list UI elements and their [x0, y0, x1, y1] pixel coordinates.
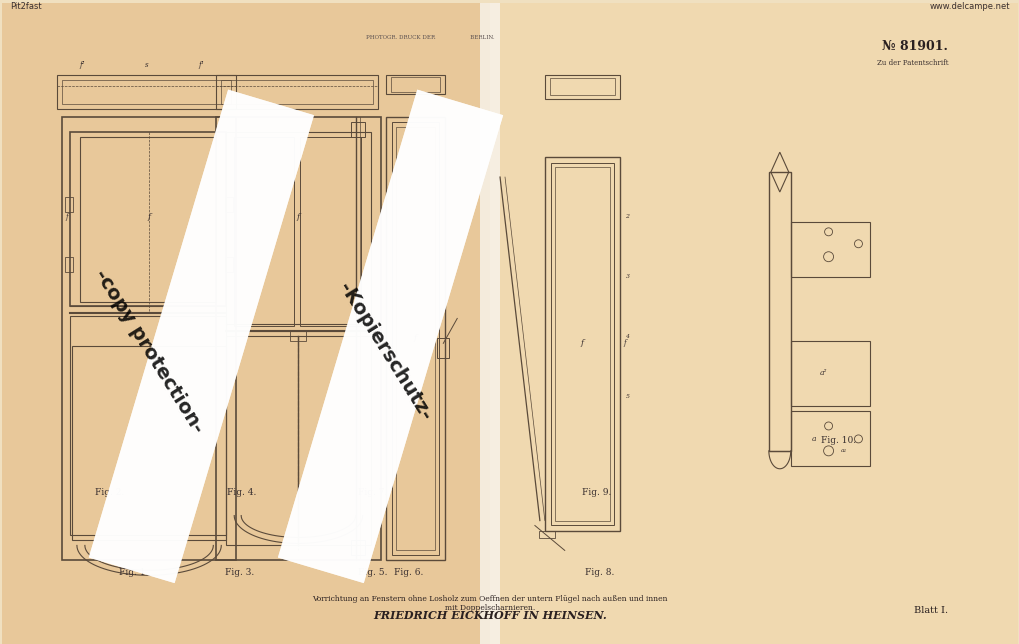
Bar [790, 341, 869, 406]
Bar [790, 222, 869, 277]
Text: www.delcampe.net: www.delcampe.net [928, 2, 1009, 11]
Text: 2: 2 [625, 214, 629, 220]
Bar [57, 75, 236, 109]
Bar [437, 338, 448, 358]
Text: Pit2fast: Pit2fast [10, 2, 42, 11]
Text: Zu der Patentschrift: Zu der Patentschrift [875, 59, 947, 66]
Bar [216, 75, 377, 109]
Polygon shape [277, 90, 502, 583]
Text: FRIEDRICH EICKHOFF IN HEINSEN.: FRIEDRICH EICKHOFF IN HEINSEN. [373, 610, 606, 621]
Bar [301, 137, 361, 327]
Text: -Kopierschutz-: -Kopierschutz- [335, 279, 435, 424]
Text: Fig. 7.: Fig. 7. [358, 488, 387, 497]
Bar [544, 157, 619, 531]
Bar [226, 336, 370, 545]
Text: 4: 4 [625, 334, 629, 339]
Bar [549, 77, 613, 95]
Bar [70, 132, 226, 307]
Text: Fig. 5.: Fig. 5. [358, 568, 387, 577]
Polygon shape [489, 3, 1017, 644]
Polygon shape [89, 90, 314, 583]
Text: 5: 5 [625, 393, 629, 399]
Text: PHOTOGR. DRUCK DER                    BERLIN.: PHOTOGR. DRUCK DER BERLIN. [366, 35, 494, 40]
Text: Fig. 2.: Fig. 2. [95, 488, 124, 497]
Text: Fig. 10.: Fig. 10. [820, 437, 855, 446]
Bar [216, 117, 380, 560]
Text: Vorrichtung an Fenstern ohne Losholz zum Oeffnen der untern Flügel nach außen un: Vorrichtung an Fenstern ohne Losholz zum… [312, 594, 667, 612]
Text: a: a [810, 435, 815, 443]
Polygon shape [2, 3, 489, 644]
Text: Fig. 1.: Fig. 1. [119, 568, 148, 577]
Polygon shape [480, 3, 499, 644]
Text: f: f [148, 213, 151, 221]
Bar [550, 163, 613, 524]
Bar [390, 77, 440, 93]
Text: f: f [580, 339, 583, 347]
Bar [538, 531, 554, 538]
Bar [395, 128, 435, 551]
Bar [351, 540, 364, 555]
Bar [62, 79, 231, 104]
Bar [385, 75, 445, 95]
Bar [70, 316, 226, 535]
Bar [225, 257, 233, 272]
Text: № 81901.: № 81901. [881, 40, 947, 53]
Bar [768, 172, 790, 451]
Bar [554, 167, 609, 520]
Text: f: f [623, 339, 626, 347]
Text: Fig. 6.: Fig. 6. [393, 568, 423, 577]
Text: -copy protection-: -copy protection- [92, 266, 208, 437]
Text: f: f [65, 213, 68, 221]
Text: Fig. 4.: Fig. 4. [226, 488, 256, 497]
Bar [290, 332, 306, 341]
Polygon shape [277, 90, 502, 583]
Bar [385, 117, 445, 560]
Text: f²: f² [79, 61, 85, 68]
Bar [65, 257, 73, 272]
Text: Fig. 9.: Fig. 9. [582, 488, 610, 497]
Text: a²: a² [819, 369, 826, 377]
Text: Fig. 3.: Fig. 3. [224, 568, 254, 577]
Bar [62, 117, 236, 560]
Bar [225, 197, 233, 212]
Text: f: f [297, 213, 300, 221]
Text: Blatt I.: Blatt I. [913, 605, 947, 614]
Text: a₁: a₁ [840, 448, 846, 453]
Text: Fig. 8.: Fig. 8. [584, 568, 613, 577]
Bar [79, 137, 216, 301]
Text: s: s [145, 61, 149, 68]
Bar [72, 346, 226, 540]
Bar [234, 137, 294, 327]
Bar [391, 122, 439, 555]
Text: 3: 3 [625, 274, 629, 279]
Bar [226, 132, 370, 332]
Bar [65, 197, 73, 212]
Bar [790, 411, 869, 466]
Bar [221, 79, 372, 104]
Text: f: f [414, 334, 417, 343]
Text: f³: f³ [199, 61, 204, 68]
Bar [544, 75, 619, 99]
Polygon shape [89, 90, 314, 583]
Bar [351, 122, 364, 137]
